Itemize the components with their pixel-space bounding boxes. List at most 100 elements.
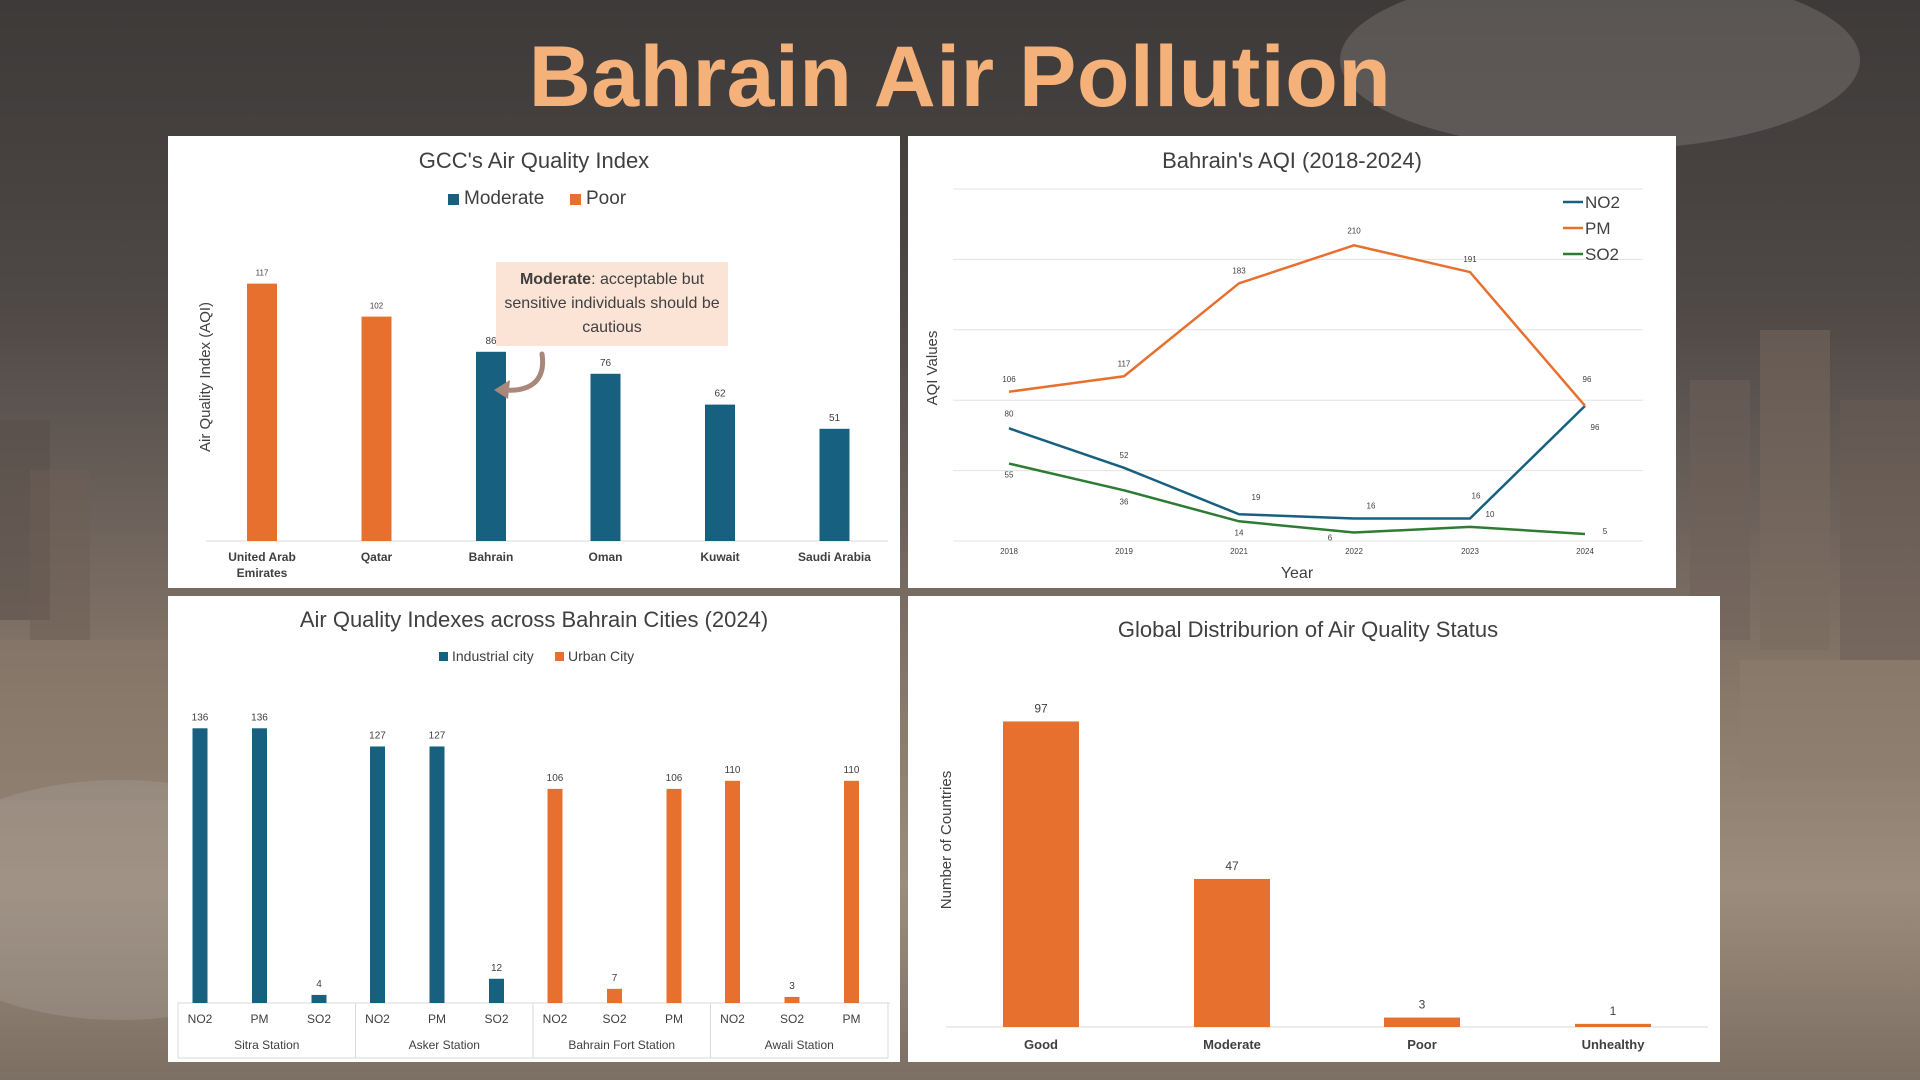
data-label: 102 [370,302,384,311]
data-label-so2: 55 [1005,471,1014,480]
bahrain-aqi-chart-panel: Bahrain's AQI (2018-2024) AQI Values 2018 2… [908,136,1676,588]
data-label-no2: 19 [1252,493,1261,502]
category-label: Qatar [361,550,393,564]
bar-pm [252,728,267,1003]
data-label-pm: 117 [1118,359,1131,368]
category-label: NO2 [543,1012,568,1026]
chart-title: GCC's Air Quality Index [419,148,649,173]
global-distribution-chart-panel: Global Distriburion of Air Quality Statu… [908,596,1720,1062]
data-label: 127 [429,730,446,741]
data-label: 136 [251,712,268,723]
bahrain-cities-chart-panel: Air Quality Indexes across Bahrain Citie… [168,596,900,1062]
data-label-no2: 96 [1583,375,1592,384]
legend-swatch-poor [570,194,581,205]
group-label: Bahrain Fort Station [568,1038,675,1052]
legend-label-poor: Poor [586,188,627,209]
data-label: 110 [844,765,860,776]
line-pm [1008,244,1586,407]
gcc-aqi-chart: GCC's Air Quality Index Moderate Poor Air Q… [197,148,888,580]
legend-swatch-urban [555,652,564,661]
data-label: 106 [547,773,564,784]
legend-swatch-moderate [448,194,459,205]
y-axis-label: Air Quality Index (AQI) [197,302,214,452]
category-label: NO2 [365,1012,390,1026]
bar-pm [429,746,445,1003]
data-label-so2: 5 [1603,527,1608,536]
x-tick-label: 2021 [1230,547,1248,556]
annotation-bold: Moderate [519,271,592,288]
bar-poor [1384,1017,1460,1027]
bar-so2 [489,978,504,1003]
data-label-no2: 16 [1472,491,1481,500]
data-label: 51 [829,413,841,424]
category-label: Emirates [237,566,288,580]
bar-no2 [547,788,563,1003]
annotation-arrowhead [494,380,510,399]
bar-so2 [784,996,800,1003]
category-label: NO2 [720,1012,745,1026]
gcc-aqi-chart-panel: GCC's Air Quality Index Moderate Poor Air Q… [168,136,900,588]
category-label: SO2 [602,1012,626,1026]
data-label-so2: 10 [1486,510,1495,519]
y-axis-label: AQI Values [924,331,941,406]
data-label-pm: 191 [1463,255,1477,264]
bar-saudi-arabia [819,428,850,541]
x-tick-label: 2024 [1576,547,1594,556]
bar-so2 [607,988,622,1003]
data-label-pm: 183 [1232,266,1246,275]
bar-so2 [311,994,327,1003]
category-label: NO2 [188,1012,213,1026]
bar-qatar [361,316,392,541]
data-label-so2: 36 [1120,497,1129,506]
data-label-no2: 52 [1120,451,1129,460]
data-label: 97 [1034,701,1048,715]
x-tick-label: 2023 [1461,547,1479,556]
data-label: 117 [256,269,269,278]
annotation-text: : acceptable but sensitive individuals s… [504,271,720,336]
data-label: 136 [192,712,209,723]
x-axis-label: Year [1281,565,1314,582]
legend-label-no2: NO2 [1585,193,1620,212]
bar-unhealthy [1575,1023,1651,1027]
bar-moderate [1194,878,1270,1027]
data-label: 110 [725,765,741,776]
data-label-pm: 106 [1002,375,1016,384]
data-label-pm: 210 [1347,226,1361,235]
legend-label-moderate: Moderate [464,188,544,209]
legend-label-urban: Urban City [568,648,634,664]
chart-title: Bahrain's AQI (2018-2024) [1162,148,1422,173]
data-label: 86 [485,336,497,347]
bahrain-aqi-chart: Bahrain's AQI (2018-2024) AQI Values 2018 2… [924,148,1643,582]
bahrain-cities-chart: Air Quality Indexes across Bahrain Citie… [177,607,890,1059]
category-label: PM [251,1012,269,1026]
legend-label-so2: SO2 [1585,245,1619,264]
category-label: United Arab [228,550,296,564]
category-label: SO2 [484,1012,508,1026]
chart-title: Global Distriburion of Air Quality Statu… [1118,617,1498,642]
line-no2 [1008,404,1586,520]
group-label: Sitra Station [234,1038,299,1052]
y-axis-label: Number of Countries [938,771,955,909]
category-label: Saudi Arabia [798,550,871,564]
bar-no2 [192,728,208,1003]
category-label: Unhealthy [1582,1037,1646,1052]
data-label: 47 [1225,859,1239,873]
data-label: 4 [316,979,322,990]
bar-pm [666,788,682,1003]
data-label: 12 [491,963,503,974]
legend-label-industrial: Industrial city [452,648,534,664]
data-label: 1 [1610,1004,1617,1018]
legend-swatch-industrial [439,652,448,661]
page-title: Bahrain Air Pollution [528,29,1392,125]
data-label-so2: 14 [1235,528,1244,537]
annotation-arrow [501,351,546,393]
category-label: Oman [588,550,622,564]
bar-united-arab-emirates [247,283,277,541]
legend-label-pm: PM [1585,219,1611,238]
category-label: Kuwait [700,550,739,564]
bar-kuwait [705,404,735,541]
bar-good [1003,721,1079,1027]
group-label: Awali Station [765,1038,834,1052]
category-label: PM [843,1012,861,1026]
category-label: Bahrain [469,550,514,564]
